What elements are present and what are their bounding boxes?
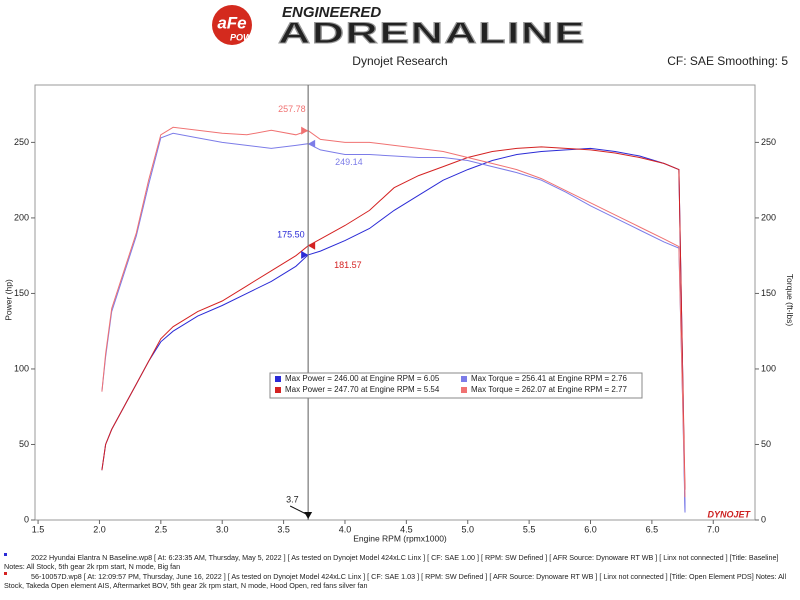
legend-swatch <box>461 376 467 382</box>
chart: aFe POWER ENGINEERED ADRENALINE Dynojet … <box>3 4 795 543</box>
cursor-marker <box>301 250 309 259</box>
x-tick-label: 2.0 <box>93 524 106 534</box>
value-label: 257.78 <box>278 104 306 114</box>
legend-label: Max Power = 246.00 at Engine RPM = 6.05 <box>285 374 440 383</box>
legend-box <box>269 372 643 399</box>
brand: ADRENALINE <box>278 17 586 50</box>
y-tick-label: 150 <box>14 288 29 298</box>
value-label: 249.14 <box>335 157 363 167</box>
legend-label: Max Power = 247.70 at Engine RPM = 5.54 <box>285 385 440 394</box>
x-tick-label: 3.0 <box>216 524 229 534</box>
y2-tick-label: 200 <box>761 212 776 222</box>
series-line <box>101 146 686 490</box>
value-label: 175.50 <box>277 229 305 239</box>
cursor-arrow-stem <box>289 505 307 515</box>
y2-tick-label: 250 <box>761 137 776 147</box>
y-tick-label: 100 <box>14 363 29 373</box>
y-tick-label: 50 <box>19 439 29 449</box>
y-tick-label: 0 <box>24 514 29 524</box>
y2-tick-label: 100 <box>761 363 776 373</box>
note: 2022 Hyundai Elantra N Baseline.wp8 [ At… <box>4 553 798 571</box>
legend-swatch <box>275 387 281 393</box>
logo-sub: POWER <box>230 32 265 42</box>
note-text: 2022 Hyundai Elantra N Baseline.wp8 [ At… <box>4 553 779 571</box>
chart-title: Dynojet Research <box>352 54 447 68</box>
x-tick-label: 4.0 <box>339 524 352 534</box>
legend-swatch <box>275 376 281 382</box>
cursor-marker <box>308 139 316 148</box>
cursor-marker <box>308 241 316 250</box>
series-line <box>101 132 686 513</box>
logo-main: aFe <box>217 13 246 32</box>
cursor-marker <box>301 126 309 135</box>
x-tick-label: 6.5 <box>646 524 659 534</box>
cursor-label: 3.7 <box>286 494 299 504</box>
y2-axis-label: Torque (ft-lbs) <box>785 274 795 327</box>
watermark: DYNOJET <box>707 509 751 519</box>
x-tick-label: 3.5 <box>277 524 290 534</box>
note: 56-10057D.wp8 [ At: 12:09:57 PM, Thursda… <box>4 572 798 590</box>
legend: Max Power = 246.00 at Engine RPM = 6.05 M… <box>269 372 643 399</box>
y-tick-label: 200 <box>14 212 29 222</box>
x-tick-label: 5.0 <box>461 524 474 534</box>
y2-tick-label: 50 <box>761 439 771 449</box>
series-line <box>101 126 686 498</box>
y-tick-label: 250 <box>14 137 29 147</box>
legend-label: Max Torque = 256.41 at Engine RPM = 2.76 <box>471 374 628 383</box>
chart-subtitle: CF: SAE Smoothing: 5 <box>667 54 788 68</box>
x-axis-label: Engine RPM (rpmx1000) <box>353 533 447 543</box>
x-tick-label: 4.5 <box>400 524 413 534</box>
tagline: ENGINEERED <box>282 4 381 21</box>
plot-area <box>34 84 756 521</box>
x-tick-label: 5.5 <box>523 524 536 534</box>
note-swatch <box>4 553 7 556</box>
value-label: 181.57 <box>334 260 362 270</box>
legend-swatch <box>461 387 467 393</box>
y-axis-label: Power (hp) <box>3 279 13 321</box>
note-swatch <box>4 572 7 575</box>
y2-tick-label: 0 <box>761 514 766 524</box>
x-tick-label: 1.5 <box>32 524 45 534</box>
x-tick-label: 7.0 <box>707 524 720 534</box>
legend-label: Max Torque = 262.07 at Engine RPM = 2.77 <box>471 385 628 394</box>
y2-tick-label: 150 <box>761 288 776 298</box>
x-tick-label: 6.0 <box>584 524 597 534</box>
logo-badge <box>212 5 252 45</box>
note-text: 56-10057D.wp8 [ At: 12:09:57 PM, Thursda… <box>4 572 787 590</box>
x-tick-label: 2.5 <box>155 524 168 534</box>
logo: aFe POWER ENGINEERED ADRENALINE <box>212 4 586 50</box>
notes: 2022 Hyundai Elantra N Baseline.wp8 [ At… <box>4 553 798 591</box>
